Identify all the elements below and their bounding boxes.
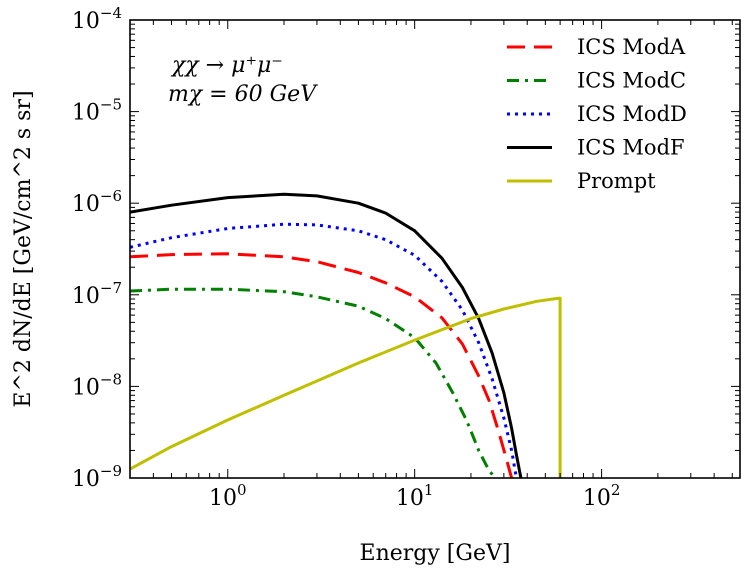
y-tick-label: 10−6 xyxy=(72,187,122,217)
y-tick-label: 10−5 xyxy=(72,96,122,126)
series-line-prompt xyxy=(130,296,562,478)
y-axis-title: E^2 dN/dE [GeV/cm^2 s sr] xyxy=(11,90,36,407)
legend-label-ics-moda: ICS ModA xyxy=(577,35,686,59)
legend-label-prompt: Prompt xyxy=(577,169,656,193)
series-line-ics-modf xyxy=(130,192,523,478)
x-tick-label: 100 xyxy=(209,481,247,511)
curves-layer xyxy=(130,192,562,478)
x-tick-label: 101 xyxy=(396,481,434,511)
y-tick-label: 10−9 xyxy=(72,462,122,492)
legend-label-ics-modd: ICS ModD xyxy=(577,102,687,126)
x-tick-label: 102 xyxy=(583,481,621,511)
annotation-mass: mχ = 60 GeV xyxy=(168,82,318,107)
x-axis-title: Energy [GeV] xyxy=(360,541,511,566)
curves-clip-group xyxy=(130,192,562,478)
y-tick-label: 10−4 xyxy=(72,4,122,34)
series-line-ics-modc xyxy=(130,287,497,478)
legend: ICS ModA ICS ModC ICS ModD ICS ModF Prompt xyxy=(507,35,687,193)
plot-frame xyxy=(129,19,741,479)
ticks-layer: 100 101 102 10−9 10−8 10−7 10−6 10−5 10−4 xyxy=(72,4,740,511)
series-line-ics-moda xyxy=(130,252,514,478)
annotation-process: χχ → μ⁺μ⁻ xyxy=(170,53,283,78)
legend-label-ics-modf: ICS ModF xyxy=(577,136,685,160)
legend-label-ics-modc: ICS ModC xyxy=(577,69,686,93)
annotation-block: χχ → μ⁺μ⁻ mχ = 60 GeV xyxy=(168,53,318,107)
y-tick-label: 10−8 xyxy=(72,370,122,400)
y-tick-label: 10−7 xyxy=(72,279,122,309)
